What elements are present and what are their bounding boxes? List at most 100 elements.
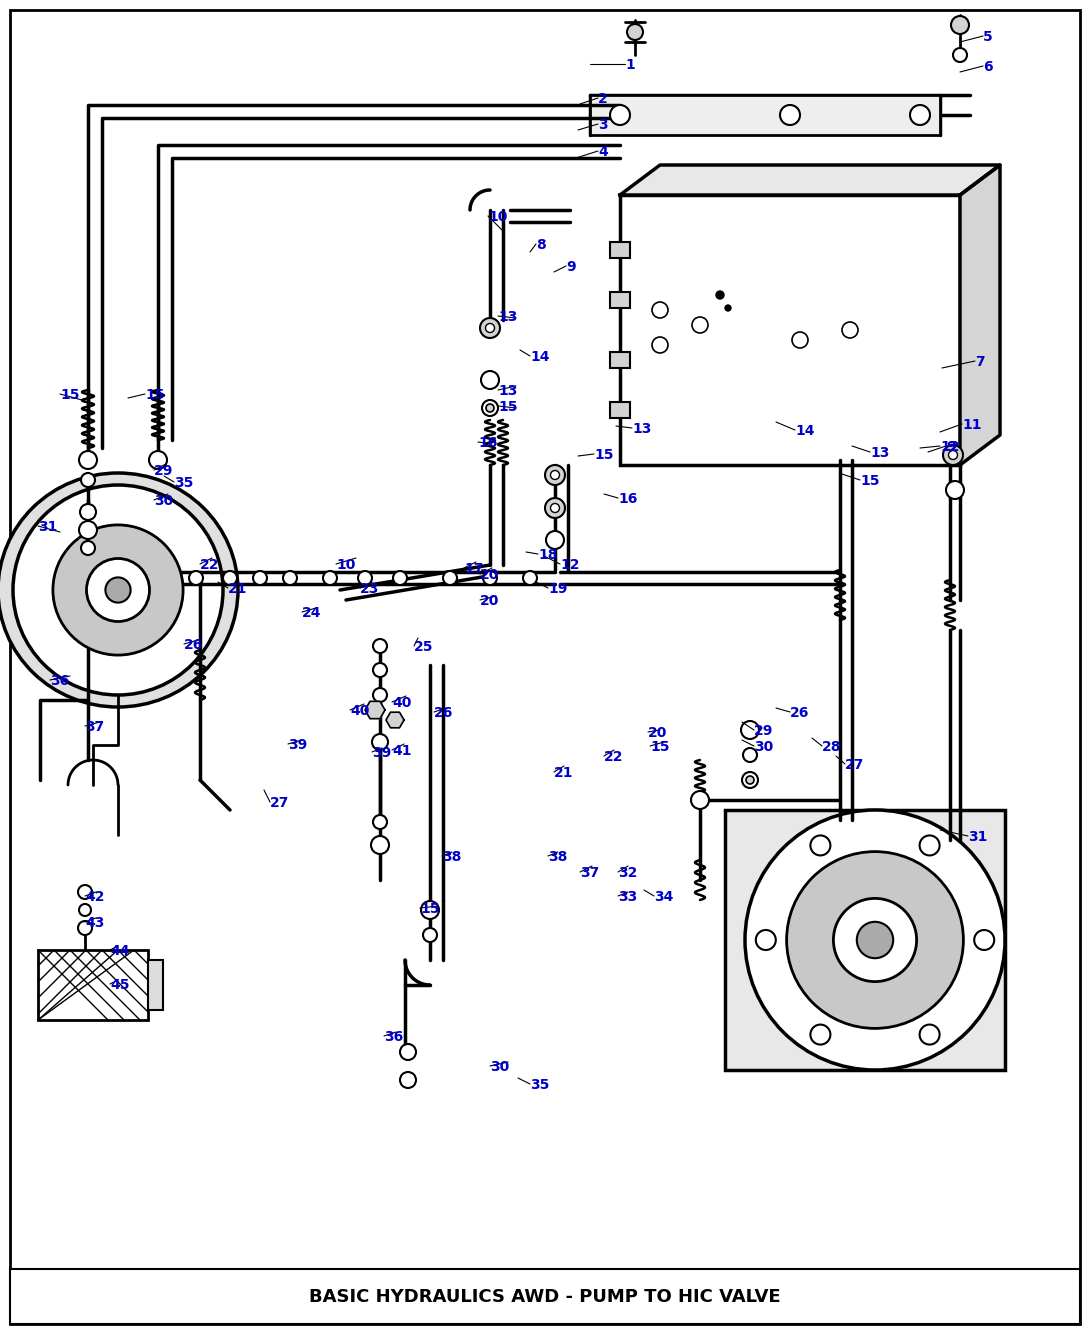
Circle shape	[974, 930, 994, 950]
Polygon shape	[386, 712, 404, 728]
Text: 18: 18	[538, 548, 557, 562]
Text: 34: 34	[654, 890, 674, 904]
Circle shape	[857, 922, 893, 958]
Text: 44: 44	[110, 944, 130, 958]
Circle shape	[86, 559, 149, 622]
Circle shape	[81, 474, 95, 487]
Circle shape	[834, 898, 917, 982]
Circle shape	[53, 524, 183, 655]
Text: 27: 27	[270, 796, 289, 810]
Circle shape	[223, 571, 237, 586]
Text: 9: 9	[566, 260, 576, 273]
Bar	[620, 195, 960, 466]
Text: 37: 37	[85, 720, 105, 734]
Circle shape	[746, 776, 754, 784]
Text: 16: 16	[618, 492, 638, 506]
Circle shape	[393, 571, 407, 586]
Text: 14: 14	[795, 424, 814, 438]
Bar	[610, 352, 630, 368]
Circle shape	[652, 301, 668, 317]
Circle shape	[841, 321, 858, 338]
Circle shape	[755, 930, 776, 950]
Circle shape	[483, 571, 497, 586]
Circle shape	[443, 571, 457, 586]
Text: 29: 29	[154, 464, 173, 478]
Text: 40: 40	[350, 704, 370, 718]
Circle shape	[80, 504, 96, 520]
Text: 20: 20	[480, 594, 499, 608]
Circle shape	[744, 810, 1005, 1070]
Circle shape	[253, 571, 267, 586]
Text: 31: 31	[968, 830, 988, 844]
Text: 15: 15	[60, 388, 80, 402]
Circle shape	[523, 571, 537, 586]
Circle shape	[546, 531, 564, 550]
Circle shape	[358, 571, 372, 586]
Text: 15: 15	[650, 740, 669, 754]
Circle shape	[482, 400, 498, 416]
Text: 31: 31	[38, 520, 58, 534]
Text: 11: 11	[962, 418, 981, 432]
Text: 12: 12	[560, 558, 580, 572]
Circle shape	[400, 1045, 416, 1061]
Polygon shape	[365, 702, 385, 719]
Circle shape	[610, 105, 630, 125]
Circle shape	[400, 1073, 416, 1089]
Circle shape	[741, 720, 759, 739]
Circle shape	[943, 446, 962, 466]
Text: 7: 7	[974, 355, 984, 370]
Bar	[725, 810, 1005, 1070]
Text: 24: 24	[302, 606, 322, 620]
Text: 26: 26	[790, 706, 810, 720]
Text: 35: 35	[530, 1078, 549, 1093]
Circle shape	[421, 900, 439, 919]
Text: 16: 16	[479, 436, 497, 450]
Text: 42: 42	[85, 890, 105, 904]
Text: 45: 45	[110, 978, 130, 992]
Circle shape	[78, 884, 92, 899]
Circle shape	[149, 451, 167, 470]
Text: 14: 14	[530, 350, 549, 364]
Text: 35: 35	[174, 476, 193, 490]
Circle shape	[946, 482, 964, 499]
Circle shape	[627, 24, 643, 40]
Text: 30: 30	[154, 494, 173, 508]
Text: 28: 28	[822, 740, 841, 754]
Bar	[38, 950, 148, 1021]
Circle shape	[373, 663, 387, 676]
Circle shape	[373, 639, 387, 654]
Text: 13: 13	[632, 422, 652, 436]
Text: 23: 23	[360, 582, 379, 596]
Text: 25: 25	[414, 640, 434, 654]
Circle shape	[545, 498, 565, 518]
Circle shape	[423, 928, 437, 942]
Text: 13: 13	[498, 384, 518, 398]
Text: 17: 17	[464, 562, 483, 576]
Circle shape	[792, 332, 808, 348]
Text: 21: 21	[228, 582, 247, 596]
Circle shape	[550, 503, 559, 512]
Bar	[610, 292, 630, 308]
Text: 15: 15	[420, 902, 439, 916]
Text: 21: 21	[554, 766, 573, 780]
Circle shape	[486, 404, 494, 412]
Text: 30: 30	[754, 740, 773, 754]
Circle shape	[81, 542, 95, 555]
Circle shape	[742, 772, 758, 788]
Text: 43: 43	[85, 916, 105, 930]
Circle shape	[373, 815, 387, 828]
Ellipse shape	[0, 474, 238, 707]
Text: 5: 5	[983, 29, 993, 44]
Text: 8: 8	[536, 237, 546, 252]
Text: 33: 33	[618, 890, 638, 904]
Bar	[610, 402, 630, 418]
Text: 19: 19	[548, 582, 568, 596]
Circle shape	[78, 904, 90, 916]
Text: 1: 1	[625, 57, 634, 72]
Text: 22: 22	[604, 750, 623, 764]
Text: 20: 20	[647, 726, 667, 740]
Circle shape	[920, 1025, 940, 1045]
Text: BASIC HYDRAULICS AWD - PUMP TO HIC VALVE: BASIC HYDRAULICS AWD - PUMP TO HIC VALVE	[310, 1289, 780, 1306]
Text: 36: 36	[50, 674, 70, 688]
Circle shape	[652, 338, 668, 354]
